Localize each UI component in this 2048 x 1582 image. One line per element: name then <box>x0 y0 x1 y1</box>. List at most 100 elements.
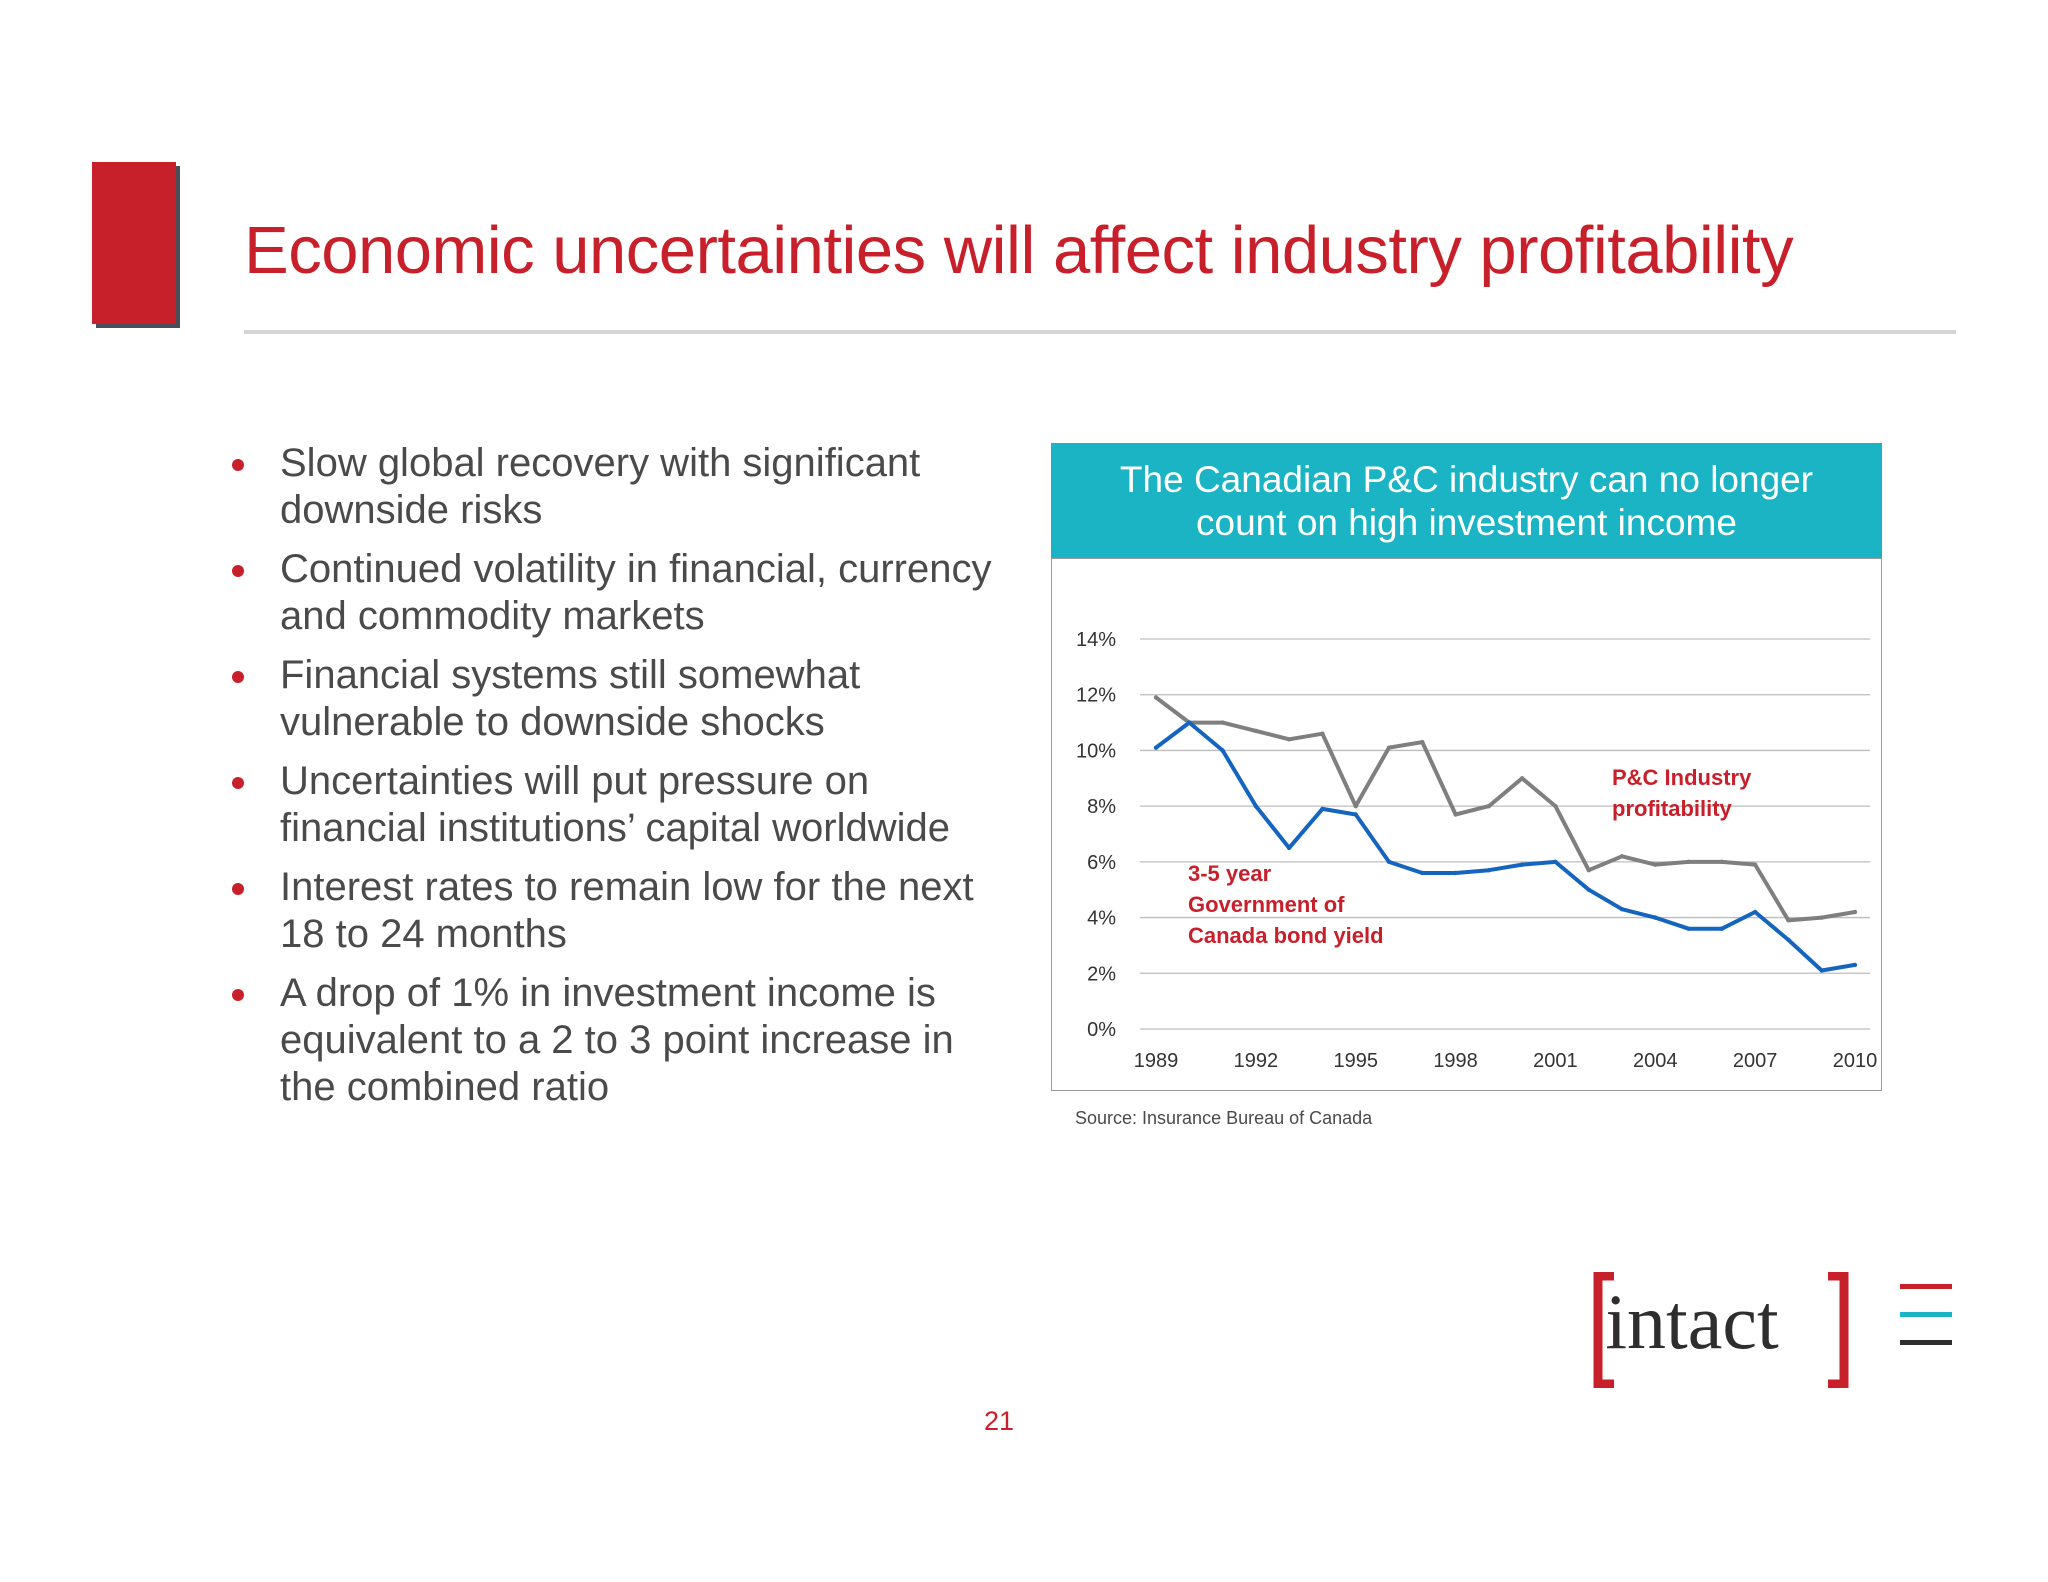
bullet-text: Slow global recovery with significant do… <box>280 441 921 532</box>
bond-yield-point <box>1286 845 1292 851</box>
industry-profitability-point <box>1619 854 1625 859</box>
page-number: 21 <box>984 1406 1015 1436</box>
bond-yield-point <box>1386 859 1392 865</box>
chart-header-text: The Canadian P&C industry can no longer … <box>1119 458 1814 543</box>
x-tick-label: 2001 <box>1533 1050 1578 1072</box>
bond-yield-point <box>1187 720 1192 725</box>
series-annotation: 3-5 year <box>1188 861 1272 886</box>
industry-profitability-point <box>1686 859 1691 865</box>
bullet-text: Uncertainties will put pressure on finan… <box>280 759 950 850</box>
bond-yield-point <box>1320 806 1325 812</box>
x-tick-label: 2004 <box>1633 1050 1678 1072</box>
bullet-item: Interest rates to remain low for the nex… <box>226 864 1006 958</box>
industry-profitability-point <box>1586 868 1591 873</box>
x-tick-label: 1998 <box>1433 1050 1478 1072</box>
bond-yield-point <box>1486 868 1492 873</box>
logo-stripe-teal <box>1900 1312 1952 1317</box>
y-tick-label: 4% <box>1087 908 1116 930</box>
bullet-icon <box>232 671 244 683</box>
bullet-item: Financial systems still somewhat vulnera… <box>226 652 1006 746</box>
bond-yield-line <box>1154 720 1856 973</box>
bullet-list: Slow global recovery with significant do… <box>226 440 1006 1123</box>
x-tick-label: 1989 <box>1134 1050 1179 1072</box>
bond-yield-point <box>1453 870 1458 876</box>
bullet-item: Uncertainties will put pressure on finan… <box>226 758 1006 852</box>
page-title: Economic uncertainties will affect indus… <box>244 213 1794 288</box>
title-divider <box>244 330 1956 334</box>
bullet-item: Continued volatility in financial, curre… <box>226 546 1006 640</box>
bond-yield-point <box>1819 968 1824 973</box>
x-tick-label: 1995 <box>1333 1050 1378 1072</box>
industry-profitability-point <box>1153 695 1159 700</box>
bond-yield-point <box>1852 962 1858 968</box>
bond-yield-point <box>1153 745 1159 750</box>
bullet-item: A drop of 1% in investment income is equ… <box>226 970 1006 1111</box>
industry-profitability-point <box>1486 803 1492 809</box>
y-tick-label: 0% <box>1087 1019 1116 1041</box>
series-annotation: profitability <box>1612 796 1733 821</box>
bond-yield-point <box>1353 812 1358 817</box>
bond-yield-point <box>1553 859 1558 865</box>
industry-profitability-point <box>1719 859 1725 865</box>
title-accent-block <box>92 162 176 324</box>
y-tick-label: 12% <box>1076 685 1116 707</box>
industry-profitability-point <box>1653 862 1658 867</box>
bond-yield-point <box>1519 862 1525 867</box>
bullet-icon <box>232 883 244 895</box>
series-annotation: Government of <box>1188 892 1345 917</box>
industry-profitability-point <box>1353 803 1358 809</box>
bond-yield-point <box>1253 803 1259 809</box>
logo-stripe-dark <box>1900 1340 1952 1345</box>
bullet-text: Interest rates to remain low for the nex… <box>280 865 974 956</box>
y-tick-label: 14% <box>1076 629 1116 651</box>
bond-yield-point <box>1420 870 1425 876</box>
industry-profitability-point <box>1286 737 1292 742</box>
y-tick-label: 6% <box>1087 852 1116 874</box>
series-annotation: Canada bond yield <box>1188 923 1384 948</box>
industry-profitability-point <box>1519 776 1525 781</box>
industry-profitability-point <box>1386 745 1392 750</box>
industry-profitability-point <box>1819 915 1824 920</box>
bond-yield-point <box>1220 748 1225 753</box>
x-tick-label: 1992 <box>1234 1050 1279 1072</box>
industry-profitability-point <box>1786 918 1791 923</box>
bullet-icon <box>232 565 244 577</box>
bond-yield-point <box>1752 909 1758 915</box>
bond-yield-point <box>1653 915 1658 920</box>
logo-stripe-red <box>1900 1284 1952 1289</box>
bullet-text: Financial systems still somewhat vulnera… <box>280 653 861 744</box>
bullet-text: Continued volatility in financial, curre… <box>280 547 992 638</box>
industry-profitability-point <box>1420 739 1425 745</box>
y-tick-label: 2% <box>1087 963 1116 985</box>
bond-yield-point <box>1786 937 1791 943</box>
bond-yield-point <box>1719 926 1725 931</box>
bullet-item: Slow global recovery with significant do… <box>226 440 1006 534</box>
bullet-icon <box>232 777 244 789</box>
industry-profitability-point <box>1752 862 1758 867</box>
source-note: Source: Insurance Bureau of Canada <box>1075 1108 1373 1128</box>
bond-yield-point <box>1586 887 1591 892</box>
x-tick-label: 2010 <box>1833 1050 1878 1072</box>
industry-profitability-point <box>1220 720 1225 725</box>
intact-logo: intact <box>1593 1272 1952 1388</box>
logo-bracket-right <box>1828 1272 1849 1388</box>
bullet-icon <box>232 459 244 471</box>
logo-bracket-left <box>1593 1272 1614 1388</box>
series-annotation: P&C Industry <box>1612 765 1752 790</box>
chart-panel: 0% 2% 4% 6% 8% 10% 12% 14% 1989 1992 1995 1998 2001 2… <box>1051 558 1882 1091</box>
industry-profitability-point <box>1553 803 1558 809</box>
line-chart: 0% 2% 4% 6% 8% 10% 12% 14% 1989 1992 1995 1998 2001 2… <box>1076 629 1878 1072</box>
bond-yield-point <box>1619 907 1625 912</box>
y-tick-label: 8% <box>1087 796 1116 818</box>
bullet-text: A drop of 1% in investment income is equ… <box>280 971 954 1109</box>
bullet-icon <box>232 989 244 1001</box>
industry-profitability-line <box>1154 695 1856 923</box>
y-tick-label: 10% <box>1076 740 1116 762</box>
bond-yield-point <box>1686 926 1691 931</box>
logo-wordmark: intact <box>1605 1278 1779 1365</box>
industry-profitability-point <box>1320 731 1325 736</box>
industry-profitability-point <box>1253 728 1259 734</box>
industry-profitability-point <box>1852 909 1858 915</box>
chart-header: The Canadian P&C industry can no longer … <box>1051 443 1882 558</box>
x-tick-label: 2007 <box>1733 1050 1778 1072</box>
